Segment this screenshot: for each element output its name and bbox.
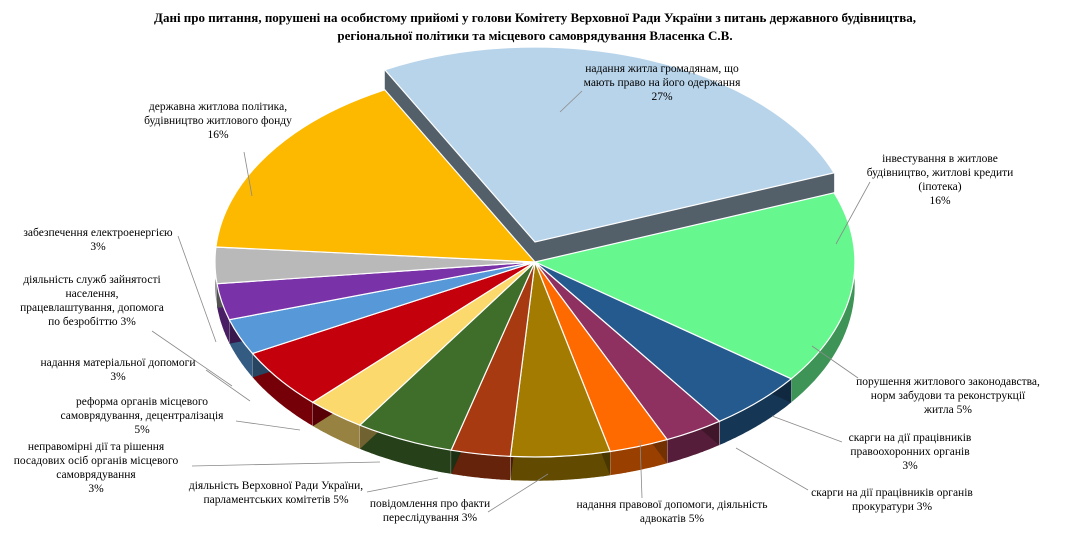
- leader-line: [151, 330, 233, 387]
- pie-slice-tops: [214, 46, 856, 458]
- leader-line: [639, 439, 643, 499]
- slice-label: 27%: [651, 91, 673, 103]
- slice-label: надання матеріальної допомоги: [40, 357, 195, 369]
- slice-label: 16%: [929, 195, 951, 207]
- leader-line: [835, 181, 871, 245]
- pie-slice: [383, 46, 836, 243]
- chart-title-line: регіональної політики та місцевого самов…: [337, 28, 732, 43]
- slice-wall: [535, 172, 835, 266]
- slice-label: надання правової допомоги, діяльність: [577, 499, 768, 511]
- slice-label: норм забудови та реконструкції: [871, 390, 1026, 402]
- slice-label: 3%: [90, 241, 106, 253]
- slice-label: по безробіттю 3%: [48, 316, 136, 328]
- slice-label: посадових осіб органів місцевого: [14, 455, 179, 467]
- slice-labels: надання житла громадянам, що мають право …: [14, 63, 1040, 525]
- pie-slice: [533, 192, 856, 380]
- slice-wall: [384, 69, 535, 266]
- leader-line: [243, 151, 253, 197]
- slice-label: адвокатів 5%: [640, 513, 705, 525]
- slice-label: будівництво, житлові кредити: [867, 167, 1014, 179]
- slice-label: надання житла громадянам, що: [585, 63, 739, 75]
- slice-label: 3%: [88, 483, 104, 495]
- slice-label: повідомлення про факти: [370, 498, 490, 510]
- slice-label: переслідування 3%: [383, 512, 478, 524]
- leader-line: [735, 447, 809, 491]
- leader-line: [205, 369, 251, 402]
- slice-label: прокуратури 3%: [852, 501, 933, 513]
- slice-label: (іпотека): [918, 181, 961, 193]
- slice-label: правоохоронних органів: [850, 446, 970, 458]
- slice-label: працевлаштування, допомога: [20, 302, 164, 314]
- slice-label: діяльність Верховної Ради України,: [189, 480, 363, 492]
- slice-label: неправомірні дії та рішення: [28, 441, 165, 453]
- slice-label: 3%: [110, 371, 126, 383]
- leader-line: [191, 461, 381, 467]
- slice-label: самоврядування: [56, 469, 136, 481]
- slice-label: реформа органів місцевого: [76, 396, 208, 408]
- slice-label: державна житлова політика,: [149, 101, 287, 113]
- slice-label: будівництво житлового фонду: [144, 115, 292, 127]
- slice-label: інвестування в житлове: [882, 153, 998, 165]
- leader-line: [771, 415, 843, 443]
- pie-slice: [215, 89, 537, 263]
- slice-label: самоврядування, децентралізація: [61, 410, 225, 422]
- leader-line: [177, 235, 217, 343]
- slice-label: 16%: [207, 129, 229, 141]
- leader-line: [235, 420, 301, 431]
- slice-label: житла 5%: [923, 404, 972, 416]
- slice-label: забезпечення електроенергією: [23, 227, 173, 239]
- chart-title: Дані про питання, порушені на особистому…: [154, 10, 916, 43]
- slice-label: скарги на дії працівників органів: [811, 487, 973, 499]
- leader-line: [487, 473, 549, 513]
- slice-label: 5%: [134, 424, 150, 436]
- leader-lines: [151, 90, 871, 513]
- leader-line: [366, 477, 439, 493]
- leader-line: [811, 345, 859, 379]
- slice-label: діяльність служб зайнятості: [23, 274, 160, 286]
- slice-label: скарги на дії працівників: [849, 432, 972, 444]
- leader-line: [559, 90, 583, 113]
- slice-label: 3%: [902, 460, 918, 472]
- chart-title-line: Дані про питання, порушені на особистому…: [154, 10, 916, 25]
- slice-label: порушення житлового законодавства,: [856, 376, 1040, 388]
- slice-label: парламентських комітетів 5%: [203, 494, 349, 506]
- slice-label: мають право на його одержання: [584, 77, 741, 89]
- slice-label: населення,: [66, 288, 119, 300]
